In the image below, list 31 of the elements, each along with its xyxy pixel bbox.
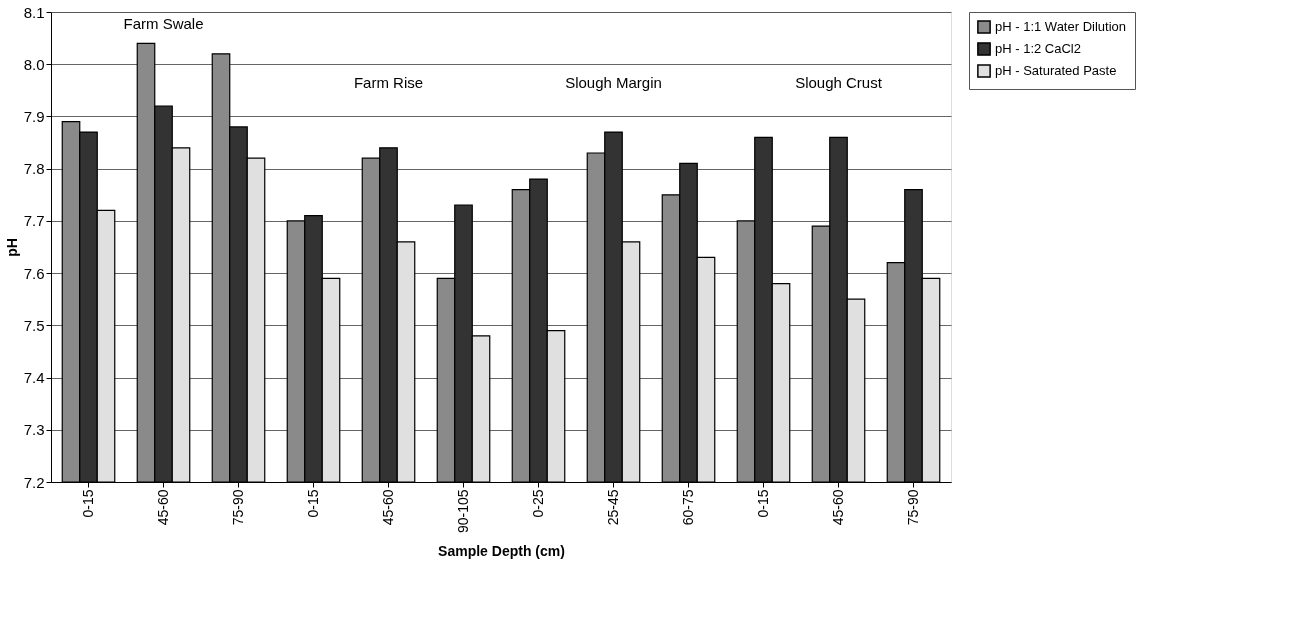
x-axis-title: Sample Depth (cm)	[438, 543, 565, 560]
x-tick-label: 75-90	[904, 489, 921, 526]
annotation: Slough Crust	[795, 73, 883, 91]
x-tick-label: 45-60	[154, 489, 171, 526]
x-tick-label: 0-15	[304, 489, 321, 518]
y-tick-label: 7.2	[23, 473, 45, 491]
x-tick-label: 25-45	[604, 489, 621, 526]
x-tick-label: 60-75	[679, 489, 696, 526]
x-tick-label: 45-60	[379, 489, 396, 526]
annotation: Slough Margin	[565, 73, 662, 91]
x-tick-label: 90-105	[454, 489, 471, 534]
x-tick-label: 0-15	[754, 489, 771, 518]
y-tick-label: 7.8	[23, 160, 45, 178]
y-tick-label: 7.7	[23, 212, 45, 230]
y-axis-title: pH	[3, 238, 20, 257]
y-tick-label: 7.5	[23, 316, 45, 334]
x-tick-label: 45-60	[829, 489, 846, 526]
x-tick-label: 75-90	[229, 489, 246, 526]
legend-label: pH - 1:2 CaCl2	[995, 41, 1081, 56]
y-tick-label: 8.1	[23, 3, 45, 21]
annotation: Farm Rise	[353, 73, 424, 91]
y-tick-label: 8.0	[23, 55, 45, 73]
legend-label: pH - Saturated Paste	[995, 63, 1117, 78]
x-tick-label: 0-15	[79, 489, 96, 518]
y-tick-label: 7.9	[23, 107, 45, 125]
y-tick-label: 7.6	[23, 264, 45, 282]
y-tick-label: 7.3	[23, 421, 45, 439]
legend-label: pH - 1:1 Water Dilution	[995, 19, 1127, 34]
annotation: Farm Swale	[123, 14, 204, 32]
x-tick-label: 0-25	[529, 489, 546, 518]
y-tick-label: 7.4	[23, 369, 45, 387]
